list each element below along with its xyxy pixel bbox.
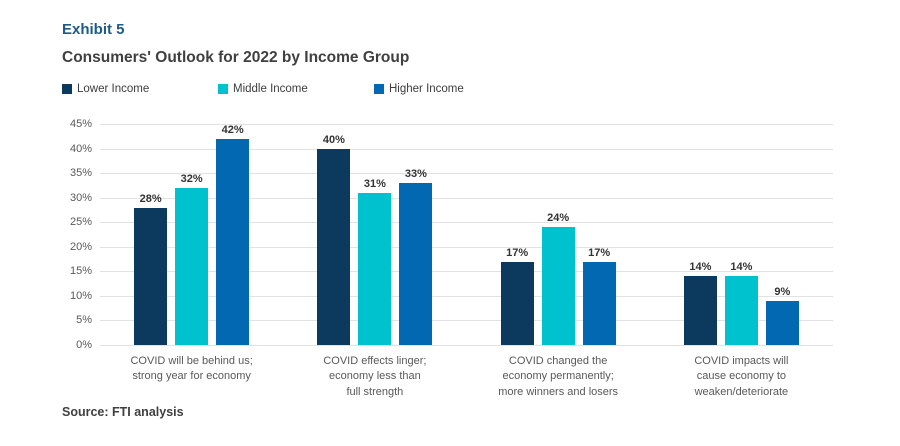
legend-item-lower-income: Lower Income bbox=[62, 83, 218, 95]
bar-value-label: 32% bbox=[180, 172, 203, 185]
bar-value-label: 14% bbox=[730, 261, 753, 274]
y-tick-label: 35% bbox=[69, 167, 92, 180]
bar-wrap: 28% bbox=[134, 124, 168, 345]
bar-wrap: 14% bbox=[683, 124, 717, 345]
y-tick-label: 20% bbox=[69, 240, 92, 253]
bar-value-label: 24% bbox=[547, 212, 570, 225]
y-tick-label: 25% bbox=[69, 216, 92, 229]
legend-item-middle-income: Middle Income bbox=[218, 83, 374, 95]
category-label: COVID will be behind us; strong year for… bbox=[130, 355, 253, 383]
legend-label: Higher Income bbox=[389, 83, 464, 95]
bar-value-label: 17% bbox=[506, 246, 529, 259]
category-label: COVID effects linger; economy less than … bbox=[323, 355, 427, 398]
bar-group: 17% 24% 17% bbox=[467, 124, 650, 345]
source-note: Source: FTI analysis bbox=[62, 405, 184, 419]
bar-middle-income bbox=[541, 227, 575, 345]
exhibit-label: Exhibit 5 bbox=[62, 21, 125, 38]
y-axis: 45% 40% 35% 30% 25% 20% 15% 10% 5% 0% bbox=[62, 118, 92, 351]
bar-chart: 45% 40% 35% 30% 25% 20% 15% 10% 5% 0% 28% 32% 42% 40… bbox=[62, 118, 833, 351]
bar-wrap: 40% bbox=[317, 124, 351, 345]
y-tick-label: 45% bbox=[69, 118, 92, 130]
y-tick-label: 30% bbox=[69, 191, 92, 204]
gridline bbox=[100, 271, 833, 273]
bar-value-label: 33% bbox=[404, 167, 427, 180]
gridline bbox=[100, 173, 833, 175]
bar-wrap: 32% bbox=[175, 124, 209, 345]
bar-higher-income bbox=[399, 182, 433, 345]
chart-title: Consumers' Outlook for 2022 by Income Gr… bbox=[62, 49, 410, 66]
bar-wrap: 42% bbox=[216, 124, 250, 345]
bar-wrap: 33% bbox=[399, 124, 433, 345]
category-label: COVID impacts will cause economy to weak… bbox=[694, 355, 789, 398]
bar-wrap: 14% bbox=[724, 124, 758, 345]
bar-group: 40% 31% 33% bbox=[283, 124, 466, 345]
legend-swatch-middle-income-icon bbox=[218, 84, 228, 94]
bar-value-label: 9% bbox=[774, 285, 791, 298]
bar-group: 14% 14% 9% bbox=[650, 124, 833, 345]
bar-lower-income bbox=[500, 261, 534, 345]
bar-lower-income bbox=[683, 276, 717, 345]
gridline bbox=[100, 295, 833, 297]
y-tick-label: 40% bbox=[69, 142, 92, 155]
legend-swatch-lower-income-icon bbox=[62, 84, 72, 94]
bar-wrap: 17% bbox=[582, 124, 616, 345]
bar-higher-income bbox=[216, 139, 250, 345]
bar-value-label: 40% bbox=[322, 133, 345, 146]
bar-higher-income bbox=[765, 300, 799, 345]
bar-groups: 28% 32% 42% 40% 31% 33% 17% 24% 17% 14% 14% 9% bbox=[100, 124, 833, 345]
bar-group: 28% 32% 42% bbox=[100, 124, 283, 345]
gridline bbox=[100, 197, 833, 199]
bar-wrap: 24% bbox=[541, 124, 575, 345]
bar-lower-income bbox=[317, 148, 351, 345]
y-tick-label: 15% bbox=[69, 265, 92, 278]
y-tick-label: 5% bbox=[76, 314, 92, 327]
category-label: COVID changed the economy permanently; m… bbox=[498, 355, 619, 398]
bar-wrap: 31% bbox=[358, 124, 392, 345]
bar-wrap: 9% bbox=[765, 124, 799, 345]
gridline bbox=[100, 320, 833, 322]
legend-item-higher-income: Higher Income bbox=[374, 83, 530, 95]
legend-label: Lower Income bbox=[77, 83, 150, 95]
plot-area: 28% 32% 42% 40% 31% 33% 17% 24% 17% 14% 14% 9% bbox=[100, 124, 833, 346]
y-tick-label: 0% bbox=[76, 339, 92, 351]
chart-legend: Lower Income Middle Income Higher Income bbox=[62, 83, 530, 95]
bar-wrap: 17% bbox=[500, 124, 534, 345]
gridline bbox=[100, 345, 833, 346]
bar-value-label: 17% bbox=[588, 246, 611, 259]
bar-lower-income bbox=[134, 207, 168, 345]
bar-value-label: 14% bbox=[689, 261, 712, 274]
y-tick-label: 10% bbox=[69, 289, 92, 302]
bar-value-label: 42% bbox=[221, 124, 244, 136]
legend-swatch-higher-income-icon bbox=[374, 84, 384, 94]
gridline bbox=[100, 148, 833, 150]
bar-higher-income bbox=[582, 261, 616, 345]
gridline bbox=[100, 222, 833, 224]
gridline bbox=[100, 246, 833, 248]
bar-middle-income bbox=[724, 276, 758, 345]
bar-middle-income bbox=[175, 187, 209, 345]
bar-value-label: 28% bbox=[139, 192, 162, 205]
bar-middle-income bbox=[358, 192, 392, 345]
bar-value-label: 31% bbox=[363, 177, 386, 190]
category-labels: COVID will be behind us; strong year for… bbox=[100, 354, 833, 400]
gridline bbox=[100, 124, 833, 125]
legend-label: Middle Income bbox=[233, 83, 308, 95]
